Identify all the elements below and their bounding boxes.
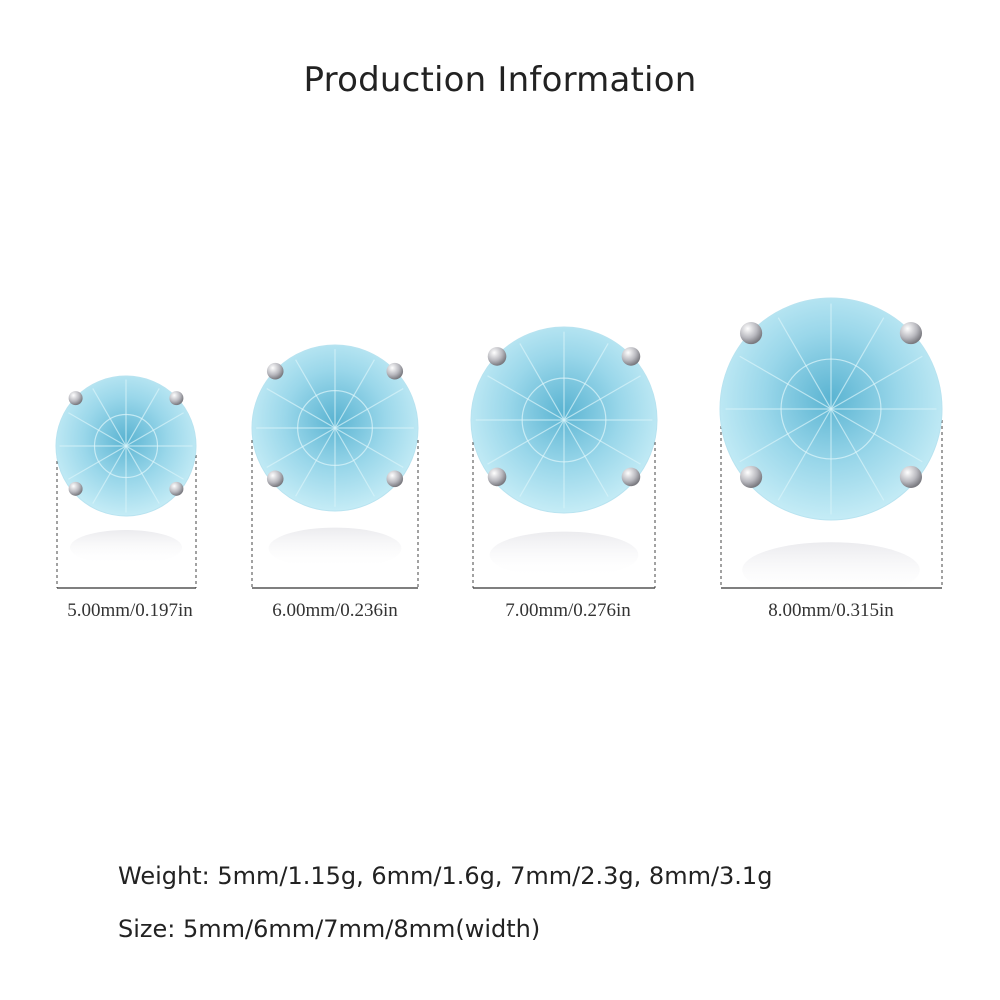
stone-facet [125,445,160,504]
prong-icon [266,470,284,488]
prong-icon [169,481,184,496]
stone-facet [777,317,832,410]
stone-facet [521,377,607,463]
stone-facet [92,388,127,447]
stone-facet [334,359,375,429]
prong-icon [621,347,641,366]
stone-facet [830,355,923,410]
stone-facet [780,358,882,460]
stone-facet [777,408,832,501]
page-title: Production Information [303,60,697,100]
stone-facet [487,419,565,465]
stone-reflection [742,542,920,598]
stone-facet [125,412,184,447]
stone-facet [830,408,923,463]
prong-icon [169,391,184,406]
prong-icon [739,465,763,489]
prong-icon [739,321,763,345]
prong-icon [487,347,507,366]
stone-facet [334,427,375,497]
prong-icon [266,362,284,380]
stone-facet [334,388,404,429]
stone-facet [125,388,160,447]
prong-icon [68,391,83,406]
stone-facet [266,427,336,468]
stone-facet [68,445,127,480]
stone-facet [92,445,127,504]
stone-facet [93,413,159,479]
size-label-7mm: 7.00mm/0.276in [505,600,631,621]
stone-reflection [268,527,402,570]
prong-icon [899,321,923,345]
prong-icon [386,362,404,380]
stone-facet [295,359,336,429]
stone-facet [295,427,336,497]
size-label-5mm: 5.00mm/0.197in [67,600,193,621]
prong-icon [487,467,507,487]
prong-icon [68,481,83,496]
stone-facet [519,419,565,497]
size-spec: Size: 5mm/6mm/7mm/8mm(width) [118,915,541,943]
stone-facet [487,375,565,421]
stone-facet [266,388,336,429]
stone-facet [519,343,565,421]
stone-facet [739,355,832,410]
stone-facet [563,419,641,465]
stone-facet [739,408,832,463]
stone-facet [830,408,885,501]
stone-facet [125,445,184,480]
stone-facet [563,343,609,421]
size-label-6mm: 6.00mm/0.236in [272,600,398,621]
prong-icon [899,465,923,489]
stone-facet [563,419,609,497]
stone-facet [297,390,373,466]
size-label-8mm: 8.00mm/0.315in [768,600,894,621]
stone-facet [68,412,127,447]
weight-spec: Weight: 5mm/1.15g, 6mm/1.6g, 7mm/2.3g, 8… [118,862,773,890]
prong-icon [386,470,404,488]
stone-facet [563,375,641,421]
stone-facet [334,427,404,468]
prong-icon [621,467,641,487]
stone-facet [830,317,885,410]
stone-reflection [489,531,639,579]
stone-reflection [70,530,182,565]
